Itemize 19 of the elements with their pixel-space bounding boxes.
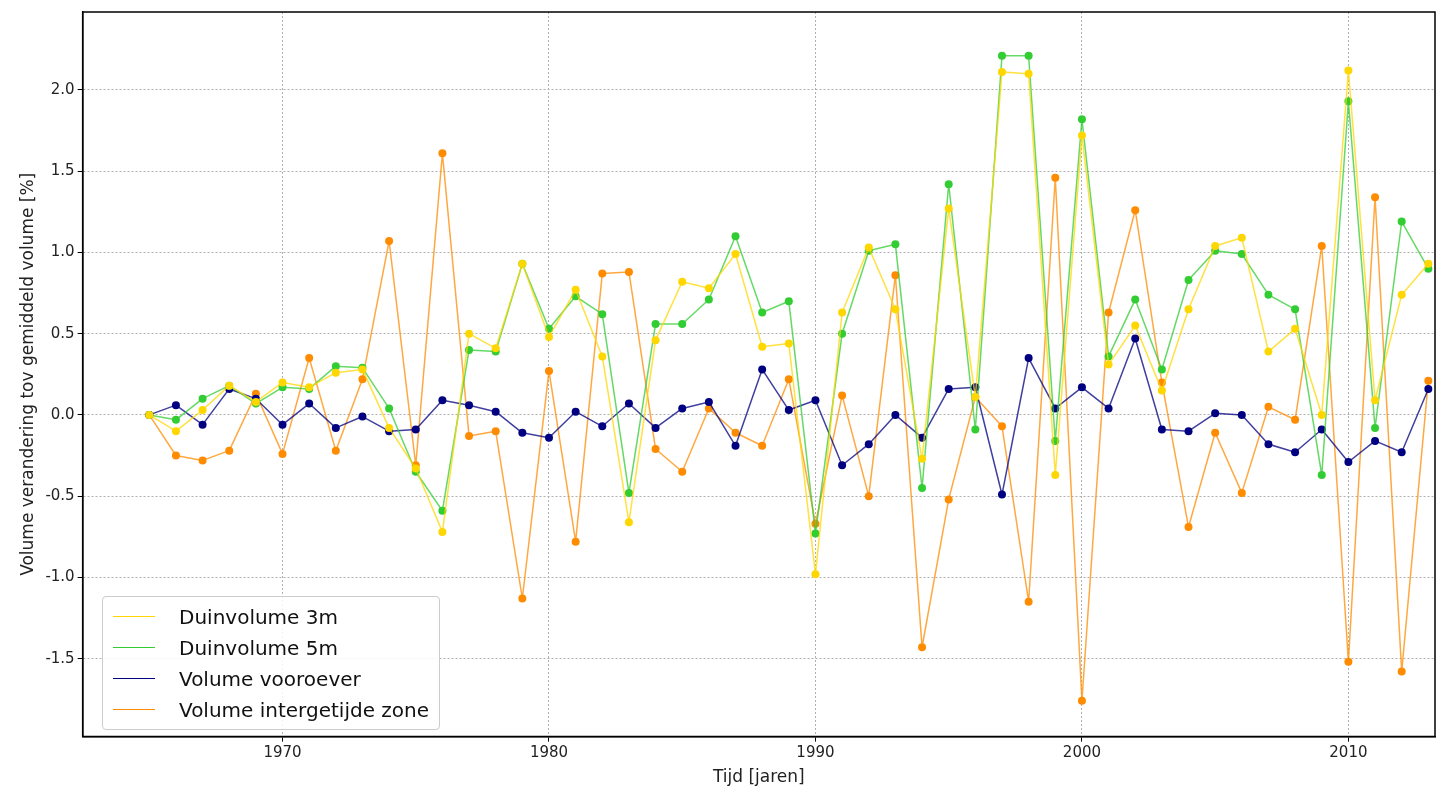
legend-label: Volume intergetijde zone bbox=[179, 697, 430, 722]
y-axis-title: Volume verandering tov gemiddeld volume [%] bbox=[16, 172, 37, 576]
y-tick-label: -0.5 bbox=[45, 486, 75, 505]
x-tick-label: 2010 bbox=[1329, 743, 1368, 762]
y-tick-label: -1.5 bbox=[45, 648, 75, 667]
y-tick-label: 0.0 bbox=[50, 404, 75, 423]
y-tick-label: 1.5 bbox=[50, 161, 75, 180]
x-axis-title: Tijd [jaren] bbox=[711, 766, 805, 787]
y-tick-label: 0.5 bbox=[50, 323, 75, 342]
x-tick-label: 1970 bbox=[263, 743, 302, 762]
y-tick-label: -1.0 bbox=[45, 567, 75, 586]
x-tick-label: 1980 bbox=[529, 743, 569, 762]
x-tick-label: 1990 bbox=[796, 743, 835, 762]
x-tick-label: 2000 bbox=[1062, 743, 1102, 762]
legend-label: Volume vooroever bbox=[179, 666, 361, 691]
y-tick-label: 2.0 bbox=[50, 79, 75, 98]
y-tick-label: 1.0 bbox=[50, 242, 75, 261]
legend-label: Duinvolume 5m bbox=[179, 635, 338, 660]
legend-label: Duinvolume 3m bbox=[179, 604, 338, 629]
